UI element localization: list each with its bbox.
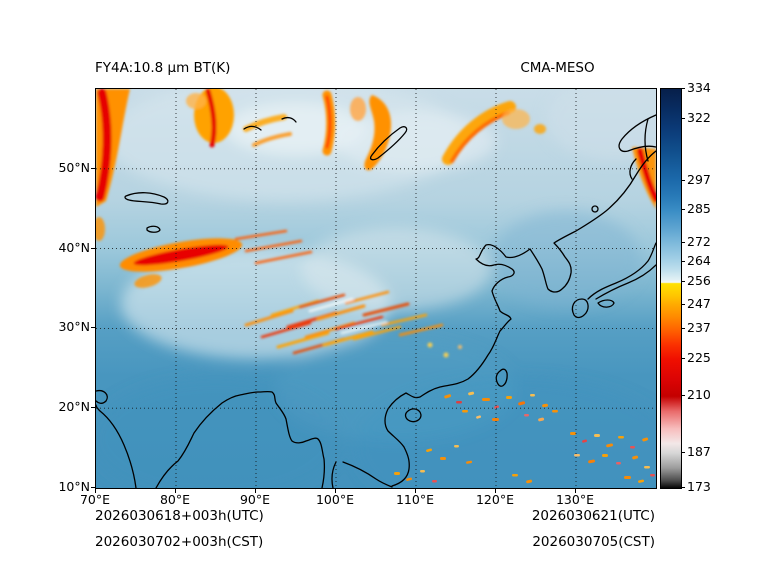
y-tick-mark	[91, 327, 95, 329]
graticule-grid	[96, 89, 656, 488]
y-tick-label: 10°N	[58, 479, 90, 494]
y-tick-label: 20°N	[58, 399, 90, 415]
x-tick-label: 100°E	[315, 492, 354, 507]
x-tick-mark	[575, 489, 576, 493]
x-tick-mark	[95, 489, 96, 493]
colorbar-tick-label: 334	[687, 80, 711, 95]
x-tick-mark	[335, 489, 336, 493]
colorbar-tick-label: 187	[687, 444, 711, 460]
y-tick-label: 50°N	[58, 159, 90, 175]
y-tick-mark	[91, 407, 95, 409]
colorbar-tick-label: 173	[687, 479, 711, 494]
plot-title-left: FY4A:10.8 μm BT(K)	[95, 60, 231, 76]
colorbar-tick-mark	[681, 281, 685, 283]
colorbar-tick-label: 272	[687, 233, 711, 249]
colorbar-tick-label: 297	[687, 171, 711, 187]
tropical-cloud-speckles	[394, 391, 655, 484]
colorbar-tick-label: 247	[687, 295, 711, 311]
colorbar-tick-label: 264	[687, 253, 711, 269]
map-image	[96, 89, 656, 488]
colorbar-tick-label: 225	[687, 350, 711, 366]
x-tick-label: 120°E	[475, 492, 514, 507]
x-tick-label: 70°E	[79, 492, 111, 507]
init-time-cst: 2026030702+003h(CST)	[95, 534, 264, 550]
x-tick-label: 80°E	[159, 492, 191, 507]
valid-time-utc: 2026030621(UTC)	[531, 508, 655, 524]
cold-cloud-overlay	[96, 89, 656, 288]
colorbar-tick-label: 285	[687, 201, 711, 217]
colorbar-tick-label: 237	[687, 320, 711, 336]
x-tick-mark	[255, 489, 256, 493]
valid-time-cst: 2026030705(CST)	[532, 534, 655, 550]
colorbar-tick-label: 210	[687, 387, 711, 403]
colorbar-tick-mark	[681, 358, 685, 360]
colorbar-tick-mark	[681, 241, 685, 243]
y-tick-label: 40°N	[58, 239, 90, 255]
coastline-path	[96, 114, 656, 488]
colorbar-tick-mark	[681, 209, 685, 211]
colorbar-tick-mark	[681, 88, 685, 89]
colorbar-tick-mark	[681, 179, 685, 181]
colorbar-tick-mark	[681, 328, 685, 330]
x-tick-mark	[415, 489, 416, 493]
x-tick-label: 130°E	[555, 492, 594, 507]
colorbar	[660, 88, 682, 489]
colorbar-tick-label: 256	[687, 273, 711, 289]
colorbar-tick-mark	[681, 303, 685, 305]
y-tick-mark	[91, 167, 95, 169]
wave-cloud-streaks	[244, 290, 462, 358]
x-tick-label: 110°E	[395, 492, 434, 507]
colorbar-tick-mark	[681, 487, 685, 488]
colorbar-tick-label: 322	[687, 109, 711, 125]
x-tick-label: 90°E	[239, 492, 271, 507]
init-time-utc: 2026030618+003h(UTC)	[95, 508, 264, 524]
y-tick-label: 30°N	[58, 319, 90, 335]
colorbar-tick-mark	[681, 452, 685, 454]
colorbar-tick-mark	[681, 261, 685, 263]
plot-title-right: CMA-MESO	[520, 60, 595, 76]
y-tick-mark	[91, 487, 95, 488]
map-plot-area	[95, 88, 657, 489]
colorbar-tick-mark	[681, 395, 685, 397]
x-tick-mark	[175, 489, 176, 493]
y-tick-mark	[91, 247, 95, 249]
colorbar-tick-mark	[681, 117, 685, 119]
x-tick-mark	[495, 489, 496, 493]
